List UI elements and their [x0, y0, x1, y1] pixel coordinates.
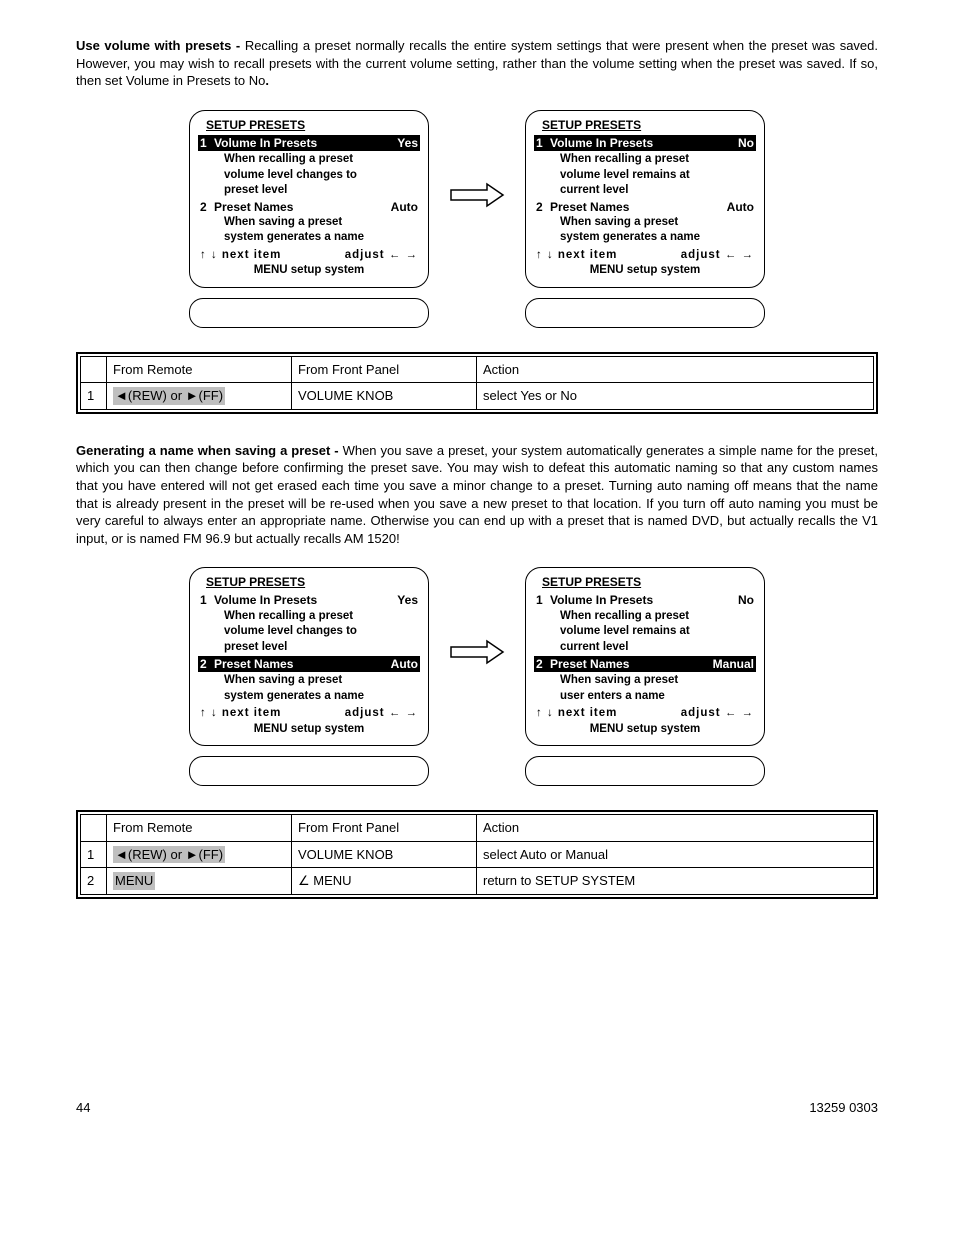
- arrow-right-icon: [449, 180, 505, 210]
- table-2-body: 1 ◄(REW) or ►(FF) VOLUME KNOB select Aut…: [81, 841, 874, 894]
- para-generating-name: Generating a name when saving a preset -…: [76, 442, 878, 547]
- panel-2-right: SETUP PRESETS1Volume In PresetsNoWhen re…: [525, 567, 765, 746]
- para-volume-presets: Use volume with presets - Recalling a pr…: [76, 37, 878, 90]
- panel-1-left-stub: [189, 298, 429, 328]
- footer: 44 13259 0303: [76, 1099, 878, 1117]
- table-2-h4: Action: [477, 815, 874, 842]
- panel-set-1: SETUP PRESETS1Volume In PresetsYesWhen r…: [76, 110, 878, 328]
- panel-2-left-stub: [189, 756, 429, 786]
- table-1: From Remote From Front Panel Action 1 ◄(…: [76, 352, 878, 414]
- table-2: From Remote From Front Panel Action 1 ◄(…: [76, 810, 878, 899]
- table-2-header: From Remote From Front Panel Action: [81, 815, 874, 842]
- panel-1-left: SETUP PRESETS1Volume In PresetsYesWhen r…: [189, 110, 429, 288]
- table-1-h1: [81, 356, 107, 383]
- table-row: 2 MENU ∠ MENU return to SETUP SYSTEM: [81, 868, 874, 895]
- table-1-header: From Remote From Front Panel Action: [81, 356, 874, 383]
- table-1-h3: From Front Panel: [292, 356, 477, 383]
- panel-1-right: SETUP PRESETS1Volume In PresetsNoWhen re…: [525, 110, 765, 288]
- para1-trail: .: [265, 73, 269, 88]
- para1-lead: Use volume with presets -: [76, 38, 245, 53]
- table-row: 1 ◄(REW) or ►(FF) VOLUME KNOB select Yes…: [81, 383, 874, 410]
- panel-set-2-right-col: SETUP PRESETS1Volume In PresetsNoWhen re…: [525, 567, 765, 786]
- panel-1-right-stub: [525, 298, 765, 328]
- para2-lead: Generating a name when saving a preset -: [76, 443, 343, 458]
- table-2-h1: [81, 815, 107, 842]
- page-number: 44: [76, 1100, 90, 1115]
- arrow-1: [449, 110, 505, 280]
- arrow-2: [449, 567, 505, 737]
- panel-set-2-left-col: SETUP PRESETS1Volume In PresetsYesWhen r…: [189, 567, 429, 786]
- doc-number: 13259 0303: [809, 1099, 878, 1117]
- table-row: 1 ◄(REW) or ►(FF) VOLUME KNOB select Aut…: [81, 841, 874, 868]
- table-2-h3: From Front Panel: [292, 815, 477, 842]
- table-1-body: 1 ◄(REW) or ►(FF) VOLUME KNOB select Yes…: [81, 383, 874, 410]
- panel-2-left: SETUP PRESETS1Volume In PresetsYesWhen r…: [189, 567, 429, 746]
- table-1-h4: Action: [477, 356, 874, 383]
- panel-set-1-right-col: SETUP PRESETS1Volume In PresetsNoWhen re…: [525, 110, 765, 328]
- panel-set-2: SETUP PRESETS1Volume In PresetsYesWhen r…: [76, 567, 878, 786]
- table-1-h2: From Remote: [107, 356, 292, 383]
- para2-body: When you save a preset, your system auto…: [76, 443, 878, 546]
- arrow-right-icon: [449, 637, 505, 667]
- panel-2-right-stub: [525, 756, 765, 786]
- table-2-h2: From Remote: [107, 815, 292, 842]
- panel-set-1-left-col: SETUP PRESETS1Volume In PresetsYesWhen r…: [189, 110, 429, 328]
